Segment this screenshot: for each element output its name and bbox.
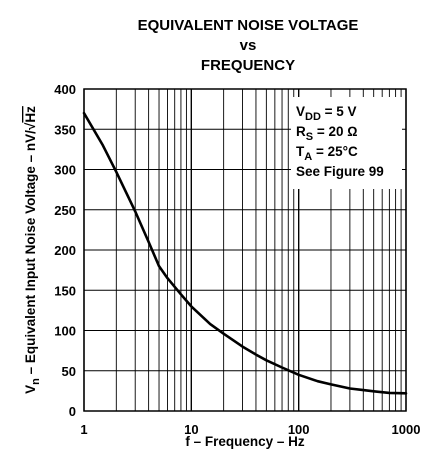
y-tick-label: 350: [54, 122, 76, 137]
chart-title-line-3: FREQUENCY: [201, 57, 295, 74]
sqrt-symbol: √: [23, 122, 38, 130]
y-axis-label-subscript: n: [30, 378, 42, 385]
y-tick-label: 250: [54, 203, 76, 218]
legend-subscript: S: [306, 131, 313, 143]
legend-background: [291, 97, 402, 189]
x-tick-label: 1000: [392, 422, 421, 437]
y-tick-label: 300: [54, 163, 76, 178]
legend-line: See Figure 99: [296, 164, 384, 179]
chart-title-line-2: vs: [240, 37, 257, 54]
y-tick-label: 400: [54, 82, 76, 97]
x-tick-label: 100: [288, 422, 310, 437]
y-tick-label: 200: [54, 243, 76, 258]
y-tick-labels: 0 50 100 150 200 250 300 350 400: [54, 82, 76, 419]
legend-value: = 5 V: [321, 104, 357, 119]
legend-symbol: V: [296, 104, 305, 119]
legend-symbol: See Figure 99: [296, 164, 384, 179]
data-series: [82, 111, 408, 395]
legend-line: VDD = 5 V: [296, 104, 357, 123]
y-tick-label: 150: [54, 283, 76, 298]
legend-subscript: DD: [305, 111, 321, 123]
y-axis-label-text: – Equivalent Input Noise Voltage – nV/: [23, 130, 38, 378]
y-axis-label: Vn – Equivalent Input Noise Voltage – nV…: [23, 106, 42, 394]
y-tick-label: 100: [54, 324, 76, 339]
chart-title: EQUIVALENT NOISE VOLTAGE vs FREQUENCY: [138, 17, 359, 74]
legend-symbol: T: [296, 144, 305, 159]
plot-frame: [83, 88, 407, 412]
legend-symbol: R: [296, 124, 306, 139]
legend-line: RS = 20 Ω: [296, 124, 358, 143]
x-tick-labels: 1 10 100 1000: [80, 422, 420, 437]
legend-line: TA = 25°C: [296, 144, 358, 163]
x-axis-label: f – Frequency – Hz: [185, 434, 305, 449]
y-tick-label: 0: [69, 404, 76, 419]
y-tick-label: 50: [62, 364, 76, 379]
legend-value: = 25°C: [312, 144, 358, 159]
noise-curve: [82, 111, 408, 395]
x-tick-label: 10: [184, 422, 198, 437]
x-tick-label: 1: [80, 422, 87, 437]
legend-subscript: A: [304, 151, 312, 163]
chart-title-line-1: EQUIVALENT NOISE VOLTAGE: [138, 17, 359, 34]
y-axis-label-symbol: V: [23, 385, 38, 394]
legend-value: = 20 Ω: [313, 124, 358, 139]
y-axis-label-unit: Hz: [23, 106, 38, 123]
